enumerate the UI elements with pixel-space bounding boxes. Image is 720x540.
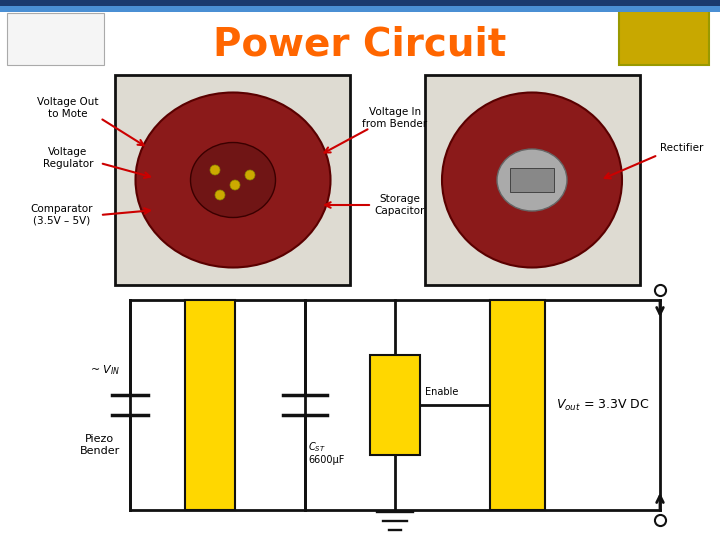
Ellipse shape [191, 143, 276, 218]
Circle shape [230, 180, 240, 190]
Text: Rectifier: Rectifier [205, 379, 215, 431]
Ellipse shape [497, 149, 567, 211]
FancyBboxPatch shape [619, 11, 709, 65]
Bar [0, 0, 720, 6]
Bar [370, 355, 420, 455]
Text: BMI: BMI [634, 26, 693, 54]
Text: Berkeley Wireless
Research Center: Berkeley Wireless Research Center [27, 33, 83, 44]
Circle shape [215, 190, 225, 200]
Text: $C_{ST}$
6600µF: $C_{ST}$ 6600µF [308, 440, 344, 465]
Text: Voltage In
from Bender: Voltage In from Bender [362, 107, 428, 129]
Text: Voltage
Regulator: Voltage Regulator [42, 147, 94, 169]
FancyBboxPatch shape [7, 13, 104, 65]
Bar [185, 300, 235, 510]
Text: $V_{out}$ = 3.3V DC: $V_{out}$ = 3.3V DC [557, 397, 650, 413]
Ellipse shape [442, 92, 622, 267]
Bar [510, 168, 554, 192]
Bar [115, 75, 350, 285]
Text: Piezo
Bender: Piezo Bender [80, 434, 120, 456]
Ellipse shape [135, 92, 330, 267]
Circle shape [210, 165, 220, 175]
Bar [425, 75, 640, 285]
Text: Enable: Enable [425, 387, 459, 397]
Text: Regulator: Regulator [513, 374, 523, 436]
Text: Storage
Capacitor: Storage Capacitor [375, 194, 426, 216]
Text: Rectifier: Rectifier [660, 143, 703, 153]
Text: Voltage Out
to Mote: Voltage Out to Mote [37, 97, 99, 119]
Text: Comparator: Comparator [390, 370, 400, 440]
Circle shape [245, 170, 255, 180]
Text: Comparator
(3.5V – 5V): Comparator (3.5V – 5V) [31, 204, 94, 226]
Text: ~ $V_{IN}$: ~ $V_{IN}$ [90, 363, 120, 377]
Text: Power Circuit: Power Circuit [213, 26, 507, 64]
Bar [490, 300, 545, 510]
Bar [0, 6, 720, 12]
